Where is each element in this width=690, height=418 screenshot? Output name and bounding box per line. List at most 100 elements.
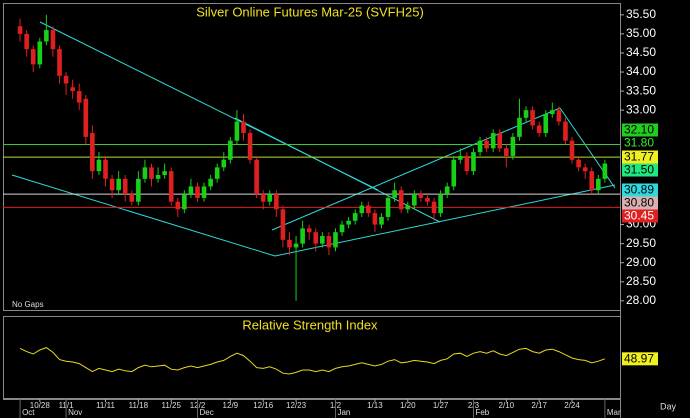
trend-line bbox=[11, 174, 276, 257]
candle-body bbox=[451, 159, 457, 187]
candle-body bbox=[90, 133, 95, 172]
month-label: Mar bbox=[607, 408, 621, 417]
candle-body bbox=[412, 194, 417, 206]
x-tick-label: 10/28 bbox=[30, 401, 51, 410]
price-tag bbox=[622, 163, 658, 177]
candle-body bbox=[306, 228, 312, 233]
candle-body bbox=[182, 194, 187, 210]
rsi-line bbox=[19, 347, 606, 375]
y-tick-label: 28.00 bbox=[626, 293, 656, 307]
candle-body bbox=[497, 133, 503, 149]
rsi-tag-label: 48.97 bbox=[624, 351, 654, 365]
candle-body bbox=[359, 205, 365, 214]
price-tag bbox=[622, 123, 658, 137]
rsi-tag bbox=[622, 352, 658, 366]
candle-body bbox=[260, 194, 266, 202]
candle-body bbox=[484, 140, 489, 149]
candle-body bbox=[228, 140, 233, 160]
candle-body bbox=[543, 113, 549, 134]
candle-body bbox=[320, 236, 325, 244]
candle-body bbox=[247, 133, 253, 160]
candle-body bbox=[188, 186, 194, 195]
candle-body bbox=[576, 159, 581, 168]
price-tag bbox=[622, 196, 658, 210]
candle-body bbox=[438, 194, 443, 214]
candle-body bbox=[129, 194, 135, 202]
candle-body bbox=[471, 152, 476, 172]
candle-body bbox=[122, 178, 128, 195]
price-tag-label: 30.80 bbox=[624, 196, 654, 210]
price-tag bbox=[622, 209, 658, 223]
x-tick-label: 2/24 bbox=[564, 401, 580, 410]
month-label: Oct bbox=[22, 408, 35, 417]
candle-body bbox=[602, 163, 608, 179]
candle-body bbox=[136, 178, 141, 202]
candle-body bbox=[346, 220, 351, 225]
price-tag bbox=[622, 150, 658, 164]
candle-body bbox=[490, 133, 496, 149]
price-tag-label: 31.50 bbox=[624, 163, 654, 177]
y-tick-label: 29.00 bbox=[626, 255, 656, 269]
candle-body bbox=[464, 155, 470, 172]
x-tick-label: 2/10 bbox=[499, 401, 515, 410]
x-tick-label: 2/17 bbox=[531, 401, 547, 410]
candle-body bbox=[293, 243, 299, 248]
candle-body bbox=[372, 213, 378, 225]
candle-body bbox=[589, 171, 595, 191]
candle-body bbox=[17, 26, 23, 34]
candle-body bbox=[563, 121, 568, 141]
candle-body bbox=[287, 239, 292, 248]
candle-body bbox=[234, 121, 240, 141]
candle-body bbox=[326, 236, 332, 248]
candle-body bbox=[556, 110, 562, 122]
candle-body bbox=[149, 167, 154, 179]
candle-body bbox=[30, 49, 36, 65]
candle-body bbox=[582, 167, 588, 172]
candle-body bbox=[109, 178, 115, 191]
month-label: Dec bbox=[199, 408, 213, 417]
candle-body bbox=[37, 41, 43, 65]
candle-body bbox=[550, 110, 555, 114]
candle-body bbox=[96, 159, 102, 172]
candle-body bbox=[208, 178, 213, 187]
x-tick-label: 1/20 bbox=[400, 401, 416, 410]
candle-body bbox=[510, 136, 516, 156]
candle-body bbox=[116, 178, 121, 191]
candle-body bbox=[201, 186, 207, 198]
candle-body bbox=[57, 49, 62, 76]
candle-body bbox=[267, 194, 273, 202]
candle-body bbox=[254, 159, 259, 195]
candle-body bbox=[280, 209, 286, 240]
x-tick-label: 12/23 bbox=[286, 401, 307, 410]
candle-body bbox=[175, 201, 181, 210]
trend-line bbox=[274, 184, 616, 257]
candle-body bbox=[24, 33, 29, 50]
candle-body bbox=[431, 201, 437, 214]
trend-lines bbox=[11, 21, 616, 257]
x-tick-label: 11/18 bbox=[129, 401, 149, 410]
candle-body bbox=[379, 216, 384, 225]
candle-body bbox=[596, 178, 601, 191]
price-tag-label: 30.89 bbox=[624, 183, 654, 197]
candle-body bbox=[70, 87, 75, 92]
candle-body bbox=[44, 30, 49, 42]
x-tick-label: 12/9 bbox=[223, 401, 239, 410]
candle-body bbox=[405, 205, 411, 210]
month-label: Jan bbox=[337, 408, 350, 417]
price-tag bbox=[622, 183, 658, 197]
candle-body bbox=[425, 197, 430, 202]
month-label: Nov bbox=[68, 408, 82, 417]
y-tick-label: 34.00 bbox=[626, 64, 656, 78]
price-tag-label: 31.80 bbox=[624, 136, 654, 150]
chart-title: Silver Online Futures Mar-25 (SVFH25) bbox=[196, 4, 424, 19]
candle-body bbox=[517, 117, 522, 137]
x-tick-label: 1/13 bbox=[367, 401, 383, 410]
candle-body bbox=[50, 30, 56, 50]
candle-body bbox=[339, 224, 345, 233]
candle-body bbox=[385, 197, 391, 217]
price-tag-label: 32.10 bbox=[624, 123, 654, 137]
candle-body bbox=[76, 91, 82, 103]
candle-body bbox=[418, 194, 424, 198]
period-label: Day bbox=[660, 401, 677, 411]
